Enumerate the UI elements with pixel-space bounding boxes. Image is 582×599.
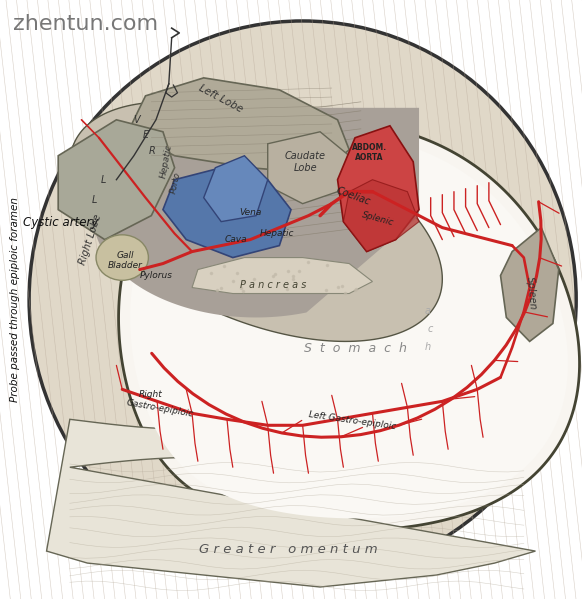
Text: P a n c r e a s: P a n c r e a s <box>240 280 307 289</box>
Text: Hepatic: Hepatic <box>158 144 173 180</box>
Polygon shape <box>343 180 419 252</box>
Text: Gall
Bladder: Gall Bladder <box>108 251 143 270</box>
Text: zhentun.com: zhentun.com <box>13 14 158 34</box>
Text: Porto: Porto <box>169 171 182 195</box>
Text: Cystic artery: Cystic artery <box>23 216 99 229</box>
Polygon shape <box>58 120 175 240</box>
Text: Coeliac: Coeliac <box>335 186 372 207</box>
Polygon shape <box>501 228 559 341</box>
Text: E: E <box>143 130 148 140</box>
Text: Left Gastro-epiploic: Left Gastro-epiploic <box>308 410 396 431</box>
Polygon shape <box>70 102 442 341</box>
Ellipse shape <box>96 235 148 280</box>
Text: Right Lobe: Right Lobe <box>77 213 103 266</box>
Text: Vena: Vena <box>239 208 261 217</box>
Text: h: h <box>425 343 431 352</box>
Polygon shape <box>192 258 372 294</box>
Text: Right: Right <box>139 389 162 399</box>
Ellipse shape <box>29 21 576 578</box>
Text: Splenic: Splenic <box>361 210 395 227</box>
Text: ABDOM.
AORTA: ABDOM. AORTA <box>352 143 387 162</box>
Text: Cava: Cava <box>225 235 247 244</box>
Text: V: V <box>133 115 140 125</box>
Text: Caudate
Lobe: Caudate Lobe <box>285 151 326 173</box>
Polygon shape <box>47 417 535 587</box>
Text: L: L <box>101 175 107 184</box>
Polygon shape <box>268 132 349 204</box>
Polygon shape <box>338 126 419 252</box>
Text: c: c <box>428 325 434 334</box>
Polygon shape <box>93 108 419 317</box>
Text: a: a <box>425 307 431 316</box>
Polygon shape <box>204 156 268 222</box>
Text: Probe passed through epiploic foramen: Probe passed through epiploic foramen <box>9 197 20 402</box>
Text: R: R <box>149 146 156 156</box>
Text: L: L <box>91 195 97 205</box>
Polygon shape <box>119 121 580 530</box>
Text: S  t  o  m  a  c  h: S t o m a c h <box>304 342 406 355</box>
Text: G r e a t e r   o m e n t u m: G r e a t e r o m e n t u m <box>199 543 377 556</box>
Text: Pylorus: Pylorus <box>140 271 172 280</box>
Text: Spleen: Spleen <box>525 277 538 310</box>
Polygon shape <box>163 168 291 258</box>
Polygon shape <box>128 78 349 174</box>
Text: Gastro-epiploic: Gastro-epiploic <box>125 398 194 419</box>
Text: Hepatic: Hepatic <box>260 229 294 238</box>
Polygon shape <box>130 133 568 518</box>
Text: Left Lobe: Left Lobe <box>197 83 245 114</box>
